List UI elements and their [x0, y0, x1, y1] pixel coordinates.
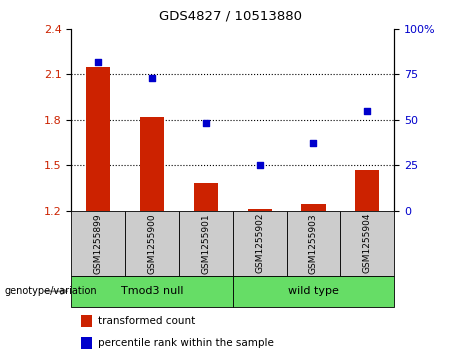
Bar	[248, 209, 272, 211]
Point	[148, 75, 156, 81]
Bar	[71, 276, 233, 307]
Text: GSM1255901: GSM1255901	[201, 213, 210, 274]
Text: GDS4827 / 10513880: GDS4827 / 10513880	[159, 9, 302, 22]
Point	[364, 108, 371, 114]
Bar	[81, 315, 92, 327]
Bar	[287, 211, 340, 276]
Point	[256, 162, 263, 168]
Text: GSM1255900: GSM1255900	[148, 213, 157, 274]
Bar	[140, 117, 164, 211]
Text: wild type: wild type	[288, 286, 339, 296]
Bar	[71, 211, 125, 276]
Text: GSM1255904: GSM1255904	[363, 213, 372, 273]
Text: GSM1255899: GSM1255899	[94, 213, 103, 274]
Bar	[194, 183, 218, 211]
Bar	[340, 211, 394, 276]
Bar	[301, 204, 325, 211]
Text: genotype/variation: genotype/variation	[5, 286, 97, 296]
Point	[310, 140, 317, 146]
Bar	[125, 211, 179, 276]
Point	[202, 121, 210, 126]
Text: GSM1255902: GSM1255902	[255, 213, 264, 273]
Text: GSM1255903: GSM1255903	[309, 213, 318, 274]
Point	[95, 59, 102, 65]
Bar	[233, 276, 394, 307]
Text: transformed count: transformed count	[98, 316, 195, 326]
Bar	[355, 170, 379, 211]
Bar	[179, 211, 233, 276]
Bar	[233, 211, 287, 276]
Bar	[86, 67, 111, 211]
Bar	[81, 337, 92, 349]
Text: Tmod3 null: Tmod3 null	[121, 286, 183, 296]
Text: percentile rank within the sample: percentile rank within the sample	[98, 338, 274, 348]
